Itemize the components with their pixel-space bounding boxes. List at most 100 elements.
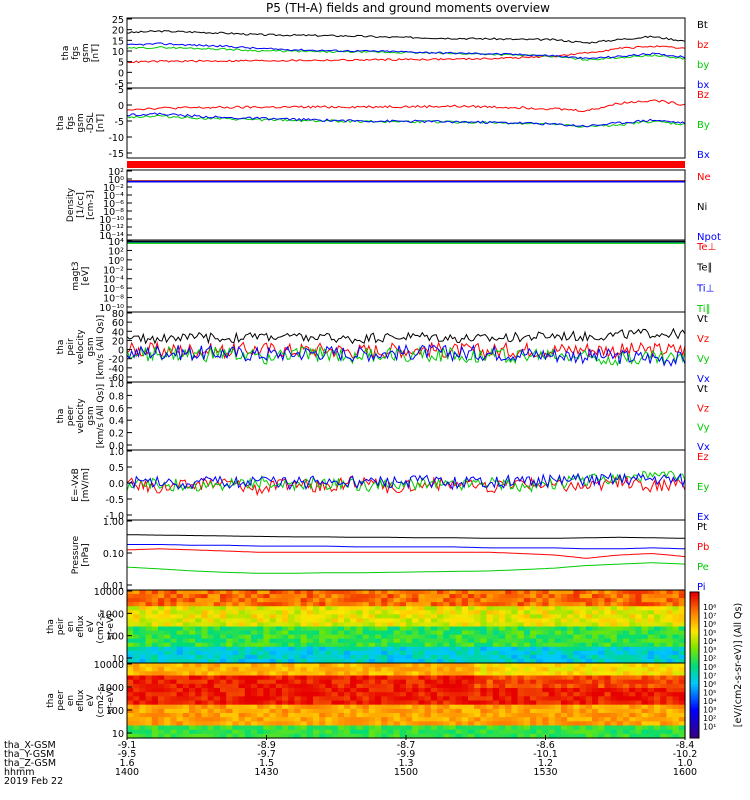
heatmap-cell: [306, 663, 314, 668]
heatmap-cell: [567, 713, 574, 718]
heatmap-cell: [517, 630, 525, 636]
heatmap-cell: [492, 713, 500, 718]
heatmap-cell: [530, 717, 537, 722]
heatmap-cell: [182, 675, 190, 681]
heatmap-cell: [492, 671, 500, 677]
heatmap-cell: [381, 696, 388, 702]
heatmap-cell: [275, 663, 283, 668]
heatmap-cell: [567, 700, 574, 706]
heatmap-cell: [282, 610, 289, 615]
heatmap-cell: [189, 606, 196, 611]
heatmap-cell: [269, 679, 277, 685]
heatmap-cell: [244, 590, 252, 595]
heatmap-cell: [325, 646, 333, 652]
heatmap-cell: [616, 688, 624, 693]
heatmap-cell: [300, 638, 308, 644]
heatmap-cell: [517, 675, 525, 681]
heatmap-cell: [505, 725, 512, 731]
heatmap-cell: [585, 634, 593, 640]
heatmap-cell: [660, 606, 667, 611]
y-tick-label: 10: [112, 729, 124, 740]
heatmap-cell: [220, 729, 227, 735]
heatmap-cell: [492, 634, 500, 640]
heatmap-cell: [641, 688, 649, 693]
heatmap-cell: [660, 622, 667, 628]
heatmap-cell: [213, 667, 221, 672]
heatmap-cell: [561, 704, 568, 710]
heatmap-cell: [263, 622, 271, 628]
heatmap-cell: [337, 658, 345, 664]
heatmap-cell: [629, 721, 636, 727]
heatmap-cell: [226, 658, 233, 664]
heatmap-cell: [201, 642, 209, 648]
heatmap-cell: [257, 671, 264, 677]
heatmap-cell: [201, 704, 209, 710]
heatmap-cell: [616, 733, 624, 739]
heatmap-cell: [195, 717, 202, 722]
heatmap-cell: [387, 667, 395, 672]
heatmap-cell: [616, 634, 624, 640]
heatmap-cell: [468, 679, 475, 685]
heatmap-cell: [468, 675, 475, 681]
heatmap-cell: [257, 688, 264, 693]
heatmap-cell: [399, 610, 407, 615]
heatmap-cell: [486, 610, 494, 615]
heatmap-cell: [344, 626, 351, 632]
heatmap-cell: [474, 610, 481, 615]
heatmap-cell: [480, 663, 488, 668]
heatmap-cell: [356, 658, 364, 664]
heatmap-cell: [610, 717, 618, 722]
heatmap-cell: [542, 642, 550, 648]
heatmap-cell: [275, 598, 283, 603]
heatmap-cell: [635, 598, 643, 603]
heatmap-cell: [604, 658, 612, 664]
y-axis-label: E=-VxB [mV/m]: [71, 468, 91, 502]
legend-label: Pt: [697, 522, 707, 533]
heatmap-cell: [381, 642, 388, 648]
heatmap-cell: [623, 667, 630, 672]
heatmap-cell: [145, 704, 153, 710]
heatmap-cell: [257, 622, 264, 628]
heatmap-cell: [393, 708, 401, 714]
heatmap-cell: [282, 713, 289, 718]
heatmap-cell: [282, 658, 289, 664]
heatmap-cell: [145, 679, 153, 685]
heatmap-cell: [480, 675, 488, 681]
heatmap-cell: [517, 688, 525, 693]
heatmap-cell: [220, 590, 227, 595]
heatmap-cell: [368, 654, 376, 660]
heatmap-cell: [356, 638, 364, 644]
heatmap-cell: [282, 692, 289, 697]
heatmap-cell: [195, 646, 202, 652]
heatmap-cell: [412, 658, 419, 664]
heatmap-cell: [647, 696, 655, 702]
heatmap-cell: [598, 610, 605, 615]
colorbar-tick-label: 10⁵: [703, 629, 716, 638]
heatmap-cell: [263, 610, 271, 615]
heatmap-cell: [455, 618, 463, 624]
heatmap-cell: [189, 650, 196, 656]
heatmap-cell: [238, 733, 246, 739]
heatmap-cell: [437, 721, 444, 727]
colorbar-tick-label: 10⁴: [703, 637, 716, 646]
heatmap-cell: [424, 626, 432, 632]
heatmap-cell: [474, 700, 481, 706]
heatmap-cell: [337, 663, 345, 668]
heatmap-cell: [399, 630, 407, 636]
legend-label: Te⊥: [696, 242, 716, 253]
heatmap-cell: [337, 614, 345, 619]
heatmap-cell: [288, 704, 295, 710]
heatmap-cell: [313, 729, 320, 735]
heatmap-cell: [300, 646, 308, 652]
heatmap-cell: [573, 704, 581, 710]
heatmap-cell: [306, 696, 314, 702]
y-label-line: [nT]: [96, 114, 106, 132]
heatmap-cell: [598, 688, 605, 693]
heatmap-cell: [201, 683, 209, 689]
heatmap-cell: [251, 654, 258, 660]
heatmap-cell: [406, 683, 413, 689]
heatmap-cell: [412, 614, 419, 619]
heatmap-cell: [641, 704, 649, 710]
heatmap-cell: [393, 622, 401, 628]
heatmap-cell: [585, 671, 593, 677]
